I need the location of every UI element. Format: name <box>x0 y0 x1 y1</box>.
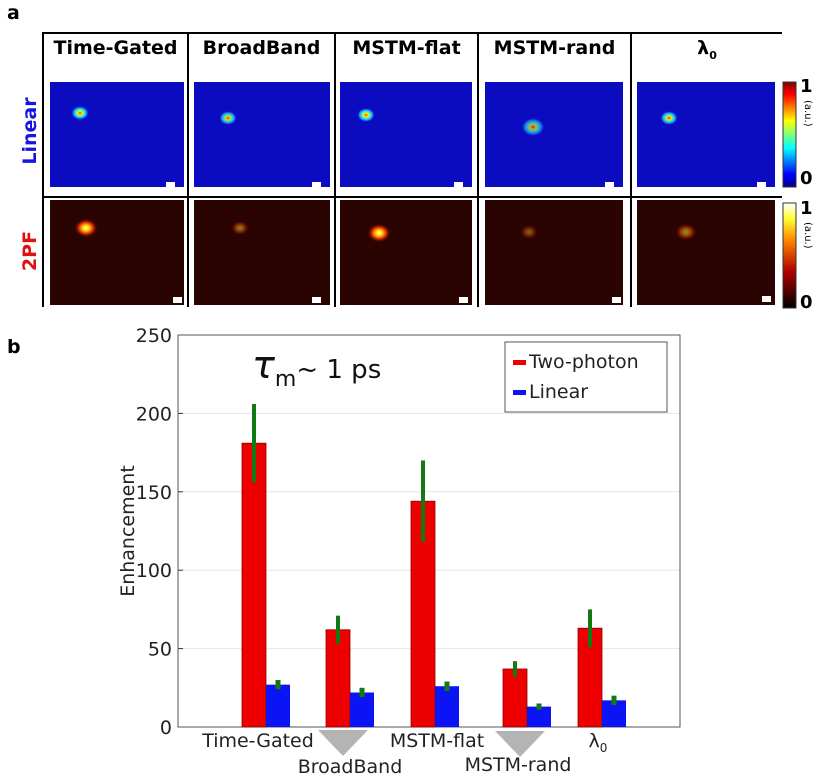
bright-spot <box>71 105 89 121</box>
image-tile-linear-2 <box>194 82 330 187</box>
image-tile-2pf-4 <box>485 200 623 305</box>
legend-box <box>504 341 668 413</box>
grid-vline-4 <box>630 32 632 307</box>
grid-vline-left <box>42 32 44 307</box>
image-tile-linear-4 <box>485 82 623 187</box>
bright-spot <box>231 220 249 236</box>
scale-bar <box>757 182 766 188</box>
lambda-symbol: λ <box>697 37 710 59</box>
label-pointer-wedge <box>495 731 545 757</box>
error-bar <box>536 703 542 710</box>
legend-label-2: Linear <box>529 381 588 403</box>
column-header-lambda0: λ0 <box>632 33 782 63</box>
x-tick-label-5: λ0 <box>589 730 608 755</box>
error-bar <box>421 460 425 542</box>
scale-bar <box>312 182 321 188</box>
scale-bar <box>312 297 321 303</box>
lambda-subscript: 0 <box>709 48 717 62</box>
bar-linear-3 <box>435 686 459 727</box>
colorbar-linear-min: 0 <box>800 168 813 189</box>
bar-two-photon-2 <box>325 629 351 728</box>
error-bar <box>252 403 256 483</box>
scale-bar <box>605 182 614 188</box>
error-bar <box>444 681 450 691</box>
legend-swatch-2 <box>513 390 526 395</box>
bar-linear-4 <box>527 706 551 727</box>
scale-bar <box>173 297 182 303</box>
tau-value: ~ 1 ps <box>296 355 381 385</box>
grid-hline-mid <box>42 196 782 198</box>
bar-two-photon-4 <box>502 668 528 728</box>
image-tile-2pf-1 <box>50 200 184 305</box>
colorbar-linear-unit: (a.u.) <box>802 100 813 127</box>
column-header-broadband: BroadBand <box>202 37 321 59</box>
panel-b-letter: b <box>7 336 21 358</box>
grid-vline-3 <box>477 32 479 307</box>
y-tick-label: 50 <box>148 639 172 661</box>
scale-bar <box>612 297 621 303</box>
x-tick-subscript: 0 <box>600 741 608 755</box>
scale-bar <box>166 182 175 188</box>
column-header-time-gated: Time-Gated <box>53 37 178 59</box>
error-bar <box>359 687 365 698</box>
column-header-mstm-rand: MSTM-rand <box>493 37 616 59</box>
bar-linear-2 <box>350 692 374 727</box>
bright-spot <box>520 224 538 240</box>
legend-swatch-1 <box>513 360 526 365</box>
y-tick-label: 250 <box>136 325 172 347</box>
image-tiles <box>50 81 797 309</box>
x-tick-label-4: MSTM-rand <box>465 754 572 776</box>
column-header-mstm-flat: MSTM-flat <box>352 37 461 59</box>
grid-vline-2 <box>334 32 336 307</box>
x-tick-label-2: BroadBand <box>298 756 403 778</box>
y-tick-label: 100 <box>136 560 172 582</box>
panel-a-letter: a <box>7 2 20 24</box>
scale-bar <box>459 297 468 303</box>
bright-spot <box>660 110 678 126</box>
error-bar <box>611 695 617 706</box>
image-tile-2pf-5 <box>637 200 775 305</box>
x-tick-label-3: MSTM-flat <box>390 730 484 752</box>
y-tick-label: 200 <box>136 403 172 425</box>
error-bar <box>275 679 281 690</box>
bright-spot <box>367 223 391 243</box>
y-axis-label: Enhancement <box>117 465 139 597</box>
bright-spot <box>357 107 375 123</box>
y-tick-label: 150 <box>136 482 172 504</box>
colorbar-2pf-unit: (a.u.) <box>802 222 813 249</box>
bar-chart: 0 50 100 150 200 250 Enhancement Time-Gated Broa… <box>117 325 681 778</box>
bar-linear-1 <box>266 684 290 727</box>
colorbar-2pf-max: 1 <box>800 198 813 219</box>
tau-subscript: m <box>275 367 296 392</box>
colorbar-2pf-min: 0 <box>800 292 813 313</box>
y-tick-label: 0 <box>160 717 172 739</box>
colorbar-linear <box>782 81 797 188</box>
legend-label-1: Two-photon <box>528 351 639 373</box>
bright-spot <box>675 223 697 241</box>
x-tick-label-1: Time-Gated <box>201 730 314 752</box>
grid-vline-1 <box>187 32 189 307</box>
colorbar-2pf <box>782 202 797 309</box>
error-bar <box>588 609 592 648</box>
image-tile-linear-3 <box>340 82 472 187</box>
image-tile-2pf-2 <box>194 200 330 305</box>
bar-two-photon-1 <box>241 442 267 728</box>
bright-spot <box>74 218 98 238</box>
image-tile-linear-5 <box>637 82 775 187</box>
label-pointer-wedge <box>318 730 368 756</box>
image-tile-linear-1 <box>50 82 184 187</box>
bright-spot <box>521 117 545 137</box>
bright-spot <box>219 110 237 126</box>
legend: Two-photon Linear <box>504 341 668 413</box>
grid-hline-top <box>42 32 782 34</box>
scale-bar <box>762 296 771 302</box>
tau-symbol: τ <box>252 343 276 387</box>
error-bar <box>513 661 517 677</box>
error-bar <box>336 615 340 644</box>
colorbar-linear-max: 1 <box>800 76 813 97</box>
tau-annotation: τm~ 1 ps <box>252 343 381 392</box>
image-tile-2pf-3 <box>340 200 472 305</box>
scale-bar <box>454 182 463 188</box>
